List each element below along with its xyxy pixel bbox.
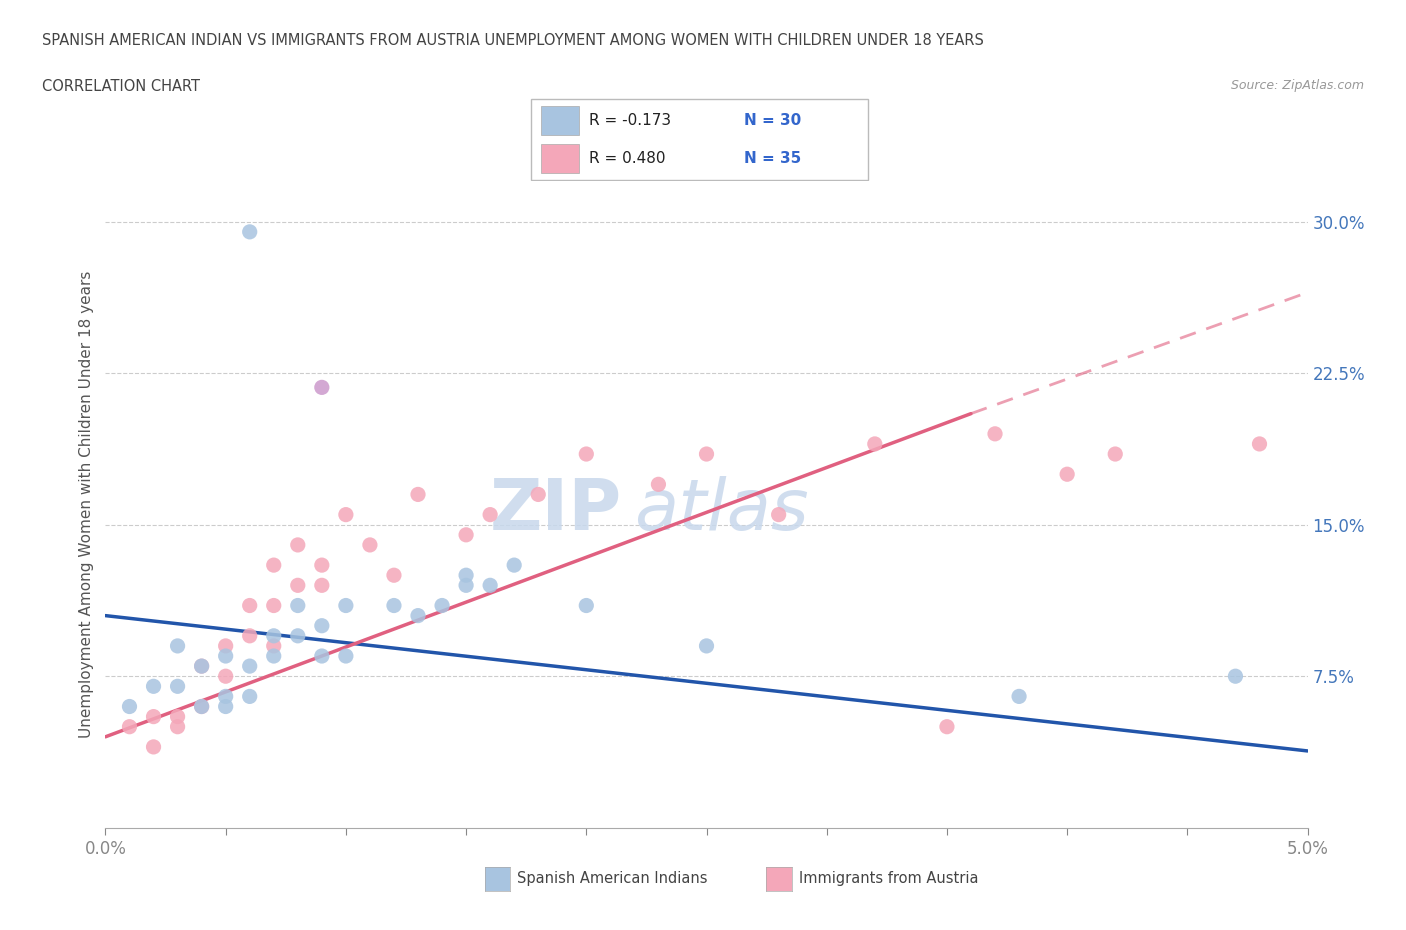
Point: [479, 507, 502, 522]
Text: Immigrants from Austria: Immigrants from Austria: [799, 871, 979, 886]
Point: [454, 578, 477, 592]
Point: [335, 648, 357, 663]
Point: [287, 598, 309, 613]
Point: [263, 598, 285, 613]
Point: [239, 658, 262, 673]
Point: [1249, 436, 1271, 451]
Point: [335, 507, 357, 522]
Point: [166, 639, 188, 654]
Bar: [541, 106, 579, 135]
Y-axis label: Unemployment Among Women with Children Under 18 years: Unemployment Among Women with Children U…: [79, 271, 94, 738]
Point: [936, 719, 959, 734]
Point: [503, 558, 526, 573]
Point: [166, 710, 188, 724]
Point: [263, 639, 285, 654]
Point: [382, 598, 405, 613]
Point: [768, 507, 790, 522]
Point: [287, 629, 309, 644]
Point: [406, 608, 429, 623]
Point: [359, 538, 381, 552]
Point: [239, 629, 262, 644]
Point: [1008, 689, 1031, 704]
Text: N = 30: N = 30: [744, 113, 801, 128]
Point: [479, 578, 502, 592]
Point: [696, 639, 718, 654]
Point: [166, 719, 188, 734]
Point: [454, 568, 477, 583]
Point: [454, 527, 477, 542]
Point: [214, 648, 236, 663]
Point: [142, 739, 165, 754]
Point: [190, 699, 212, 714]
Point: [263, 558, 285, 573]
Point: [239, 598, 262, 613]
Text: ZIP: ZIP: [491, 476, 623, 546]
Point: [287, 538, 309, 552]
Point: [984, 426, 1007, 441]
Point: [190, 658, 212, 673]
Text: N = 35: N = 35: [744, 151, 801, 166]
Text: CORRELATION CHART: CORRELATION CHART: [42, 79, 200, 94]
Text: atlas: atlas: [634, 476, 808, 546]
Text: R = -0.173: R = -0.173: [589, 113, 672, 128]
Point: [1225, 669, 1247, 684]
Point: [1056, 467, 1078, 482]
Point: [1104, 446, 1126, 461]
Point: [863, 436, 886, 451]
FancyBboxPatch shape: [530, 100, 869, 179]
Point: [214, 639, 236, 654]
Point: [166, 679, 188, 694]
Point: [311, 558, 333, 573]
Point: [214, 699, 236, 714]
Point: [311, 648, 333, 663]
Point: [430, 598, 453, 613]
Point: [118, 699, 141, 714]
Point: [239, 689, 262, 704]
Point: [311, 380, 333, 395]
Point: [214, 669, 236, 684]
Point: [335, 598, 357, 613]
Point: [647, 477, 669, 492]
Point: [118, 719, 141, 734]
Point: [575, 598, 598, 613]
Text: R = 0.480: R = 0.480: [589, 151, 666, 166]
Point: [142, 710, 165, 724]
Point: [239, 224, 262, 239]
Point: [190, 699, 212, 714]
Point: [214, 689, 236, 704]
Text: Spanish American Indians: Spanish American Indians: [517, 871, 707, 886]
Text: Source: ZipAtlas.com: Source: ZipAtlas.com: [1230, 79, 1364, 92]
Point: [406, 487, 429, 502]
Point: [311, 578, 333, 592]
Point: [142, 679, 165, 694]
Point: [263, 648, 285, 663]
Point: [382, 568, 405, 583]
Point: [575, 446, 598, 461]
Point: [190, 658, 212, 673]
Text: SPANISH AMERICAN INDIAN VS IMMIGRANTS FROM AUSTRIA UNEMPLOYMENT AMONG WOMEN WITH: SPANISH AMERICAN INDIAN VS IMMIGRANTS FR…: [42, 33, 984, 47]
Bar: [541, 144, 579, 173]
Point: [527, 487, 550, 502]
Point: [287, 578, 309, 592]
Point: [311, 618, 333, 633]
Point: [696, 446, 718, 461]
Point: [263, 629, 285, 644]
